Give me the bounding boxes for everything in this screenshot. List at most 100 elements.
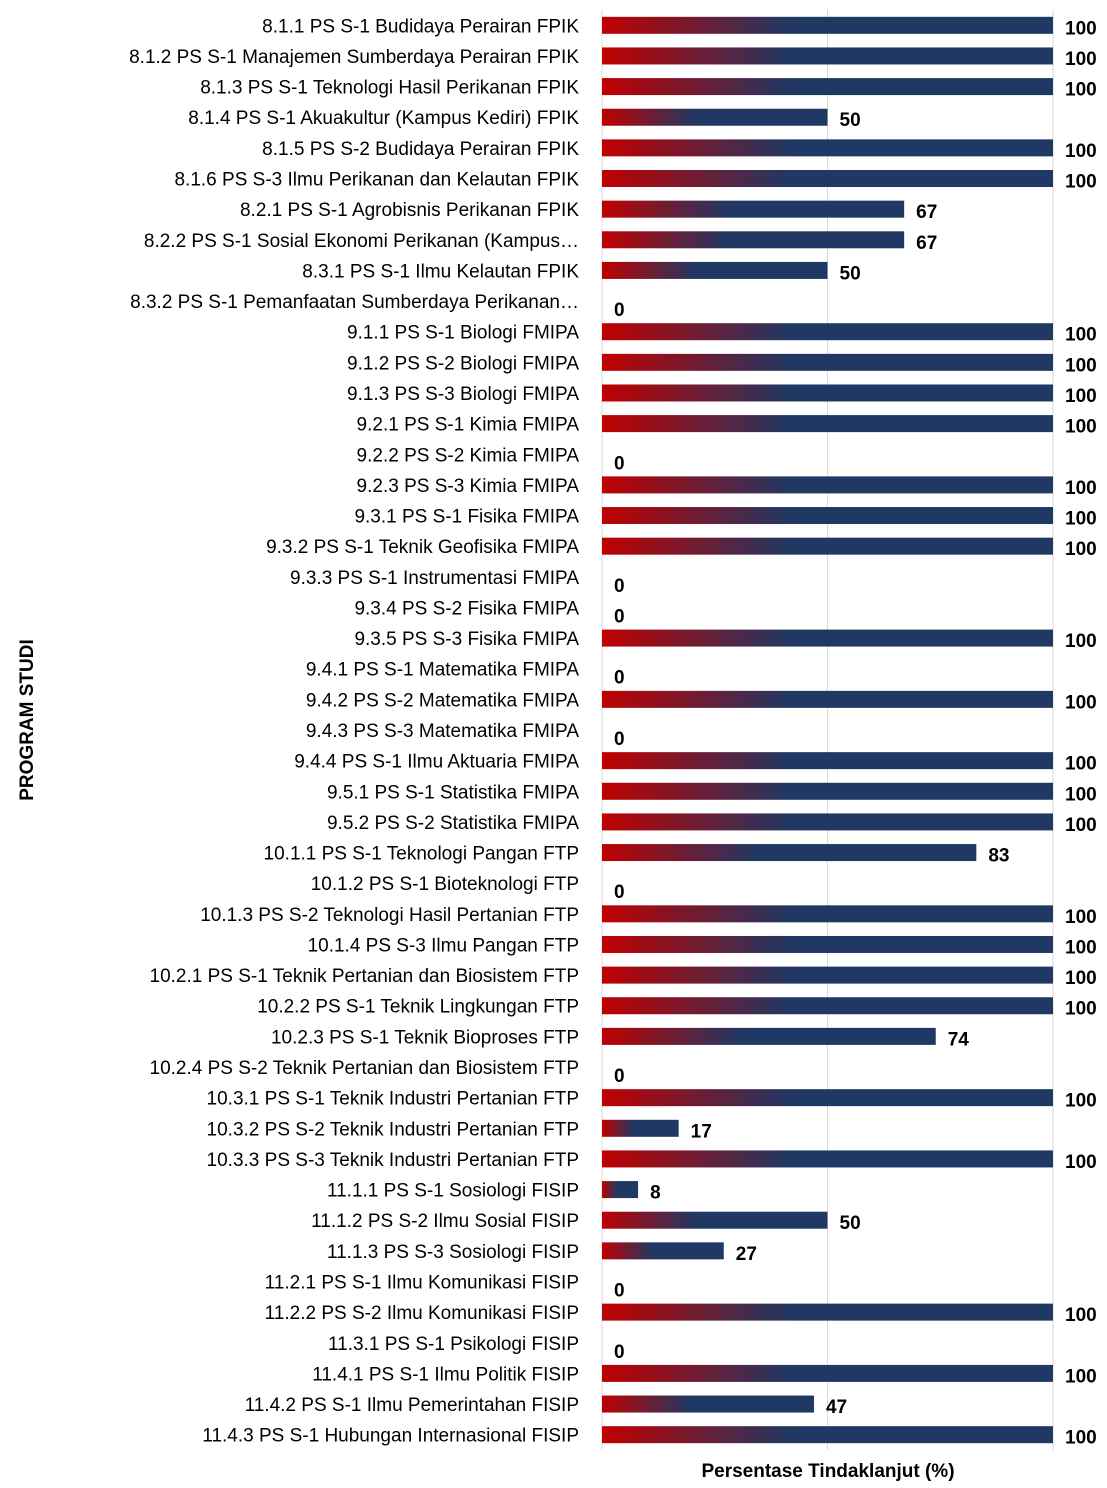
- category-label: 9.3.1 PS S-1 Fisika FMIPA: [354, 507, 579, 528]
- category-label: 9.4.3 PS S-3 Matematika FMIPA: [306, 721, 579, 742]
- category-label: 11.1.1 PS S-1 Sosiologi FISIP: [327, 1181, 579, 1202]
- bar: [602, 1242, 724, 1260]
- data-label: 0: [614, 1342, 625, 1363]
- category-label: 11.4.2 PS S-1 Ilmu Pemerintahan FISIP: [245, 1395, 579, 1416]
- data-label: 0: [614, 1280, 625, 1301]
- category-label: 9.3.5 PS S-3 Fisika FMIPA: [354, 629, 579, 650]
- data-label: 50: [840, 1213, 861, 1234]
- data-label: 47: [826, 1397, 847, 1418]
- data-label: 100: [1065, 141, 1097, 162]
- bar: [602, 1395, 814, 1413]
- data-label: 0: [614, 576, 625, 597]
- category-label: 9.2.1 PS S-1 Kimia FMIPA: [357, 415, 580, 436]
- data-label: 67: [916, 233, 937, 254]
- category-label: 9.3.2 PS S-1 Teknik Geofisika FMIPA: [266, 537, 579, 558]
- data-label: 67: [916, 202, 937, 223]
- data-label: 100: [1065, 325, 1097, 346]
- gridlines: [601, 10, 1054, 1450]
- bar: [602, 782, 1053, 800]
- category-label: 11.3.1 PS S-1 Psikologi FISIP: [328, 1334, 579, 1355]
- data-label: 100: [1065, 80, 1097, 101]
- bar: [602, 170, 1053, 188]
- data-label: 100: [1065, 1091, 1097, 1112]
- bar: [602, 476, 1053, 494]
- category-label: 9.5.1 PS S-1 Statistika FMIPA: [327, 782, 579, 803]
- data-label: 100: [1065, 18, 1097, 39]
- data-label: 74: [948, 1029, 970, 1050]
- category-label: 8.1.3 PS S-1 Teknologi Hasil Perikanan F…: [200, 78, 579, 99]
- category-label: 9.3.3 PS S-1 Instrumentasi FMIPA: [290, 568, 579, 589]
- bar: [602, 1181, 639, 1199]
- category-label: 8.3.2 PS S-1 Pemanfaatan Sumberdaya Peri…: [130, 292, 579, 313]
- data-label: 50: [840, 110, 861, 131]
- data-label: 100: [1065, 692, 1097, 713]
- data-label: 100: [1065, 784, 1097, 805]
- category-label: 8.3.1 PS S-1 Ilmu Kelautan FPIK: [302, 261, 579, 282]
- data-label: 100: [1065, 937, 1097, 958]
- bar: [602, 384, 1053, 402]
- category-label: 10.1.1 PS S-1 Teknologi Pangan FTP: [264, 844, 579, 865]
- data-label: 100: [1065, 1366, 1097, 1387]
- category-label: 8.2.1 PS S-1 Agrobisnis Perikanan FPIK: [240, 200, 579, 221]
- category-label: 9.4.1 PS S-1 Matematika FMIPA: [306, 660, 579, 681]
- category-label: 9.4.2 PS S-2 Matematika FMIPA: [306, 690, 579, 711]
- data-label: 100: [1065, 172, 1097, 193]
- category-label: 10.2.3 PS S-1 Teknik Bioproses FTP: [271, 1027, 579, 1048]
- data-label: 100: [1065, 539, 1097, 560]
- data-label: 100: [1065, 1428, 1097, 1449]
- bar: [602, 629, 1053, 647]
- category-label: 8.1.5 PS S-2 Budidaya Perairan FPIK: [262, 139, 579, 160]
- data-label: 100: [1065, 968, 1097, 989]
- category-label: 9.2.3 PS S-3 Kimia FMIPA: [357, 476, 580, 497]
- bar: [602, 323, 1053, 341]
- data-label: 100: [1065, 49, 1097, 70]
- category-label: 9.3.4 PS S-2 Fisika FMIPA: [354, 598, 579, 619]
- bar: [602, 47, 1053, 65]
- data-label: 8: [650, 1183, 661, 1204]
- bar: [602, 78, 1053, 96]
- category-label: 9.2.2 PS S-2 Kimia FMIPA: [357, 445, 580, 466]
- bar: [602, 1027, 936, 1045]
- bar: [602, 752, 1053, 770]
- data-label: 0: [614, 668, 625, 689]
- data-label: 100: [1065, 386, 1097, 407]
- category-label: 11.4.3 PS S-1 Hubungan Internasional FIS…: [202, 1426, 579, 1447]
- category-label: 11.1.2 PS S-2 Ilmu Sosial FISIP: [311, 1211, 579, 1232]
- data-label: 0: [614, 729, 625, 750]
- bar: [602, 108, 828, 126]
- data-label: 100: [1065, 999, 1097, 1020]
- bar: [602, 813, 1053, 831]
- category-label: 10.3.3 PS S-3 Teknik Industri Pertanian …: [207, 1150, 579, 1171]
- category-labels: 8.1.1 PS S-1 Budidaya Perairan FPIK 8.1.2…: [129, 16, 579, 1446]
- data-label: 0: [614, 882, 625, 903]
- category-label: 10.1.3 PS S-2 Teknologi Hasil Pertanian …: [200, 905, 579, 926]
- category-label: 9.5.2 PS S-2 Statistika FMIPA: [327, 813, 579, 834]
- category-label: 10.3.2 PS S-2 Teknik Industri Pertanian …: [207, 1119, 579, 1140]
- x-axis-title: Persentase Tindaklanjut (%): [701, 1461, 954, 1482]
- data-label: 100: [1065, 355, 1097, 376]
- data-label: 50: [840, 263, 861, 284]
- value-labels: 100 100 100 50 100 100 67 67 50 0 100 100 100 100 0 100…: [614, 18, 1097, 1448]
- bar: [602, 353, 1053, 371]
- data-label: 100: [1065, 478, 1097, 499]
- bar: [602, 690, 1053, 708]
- data-label: 100: [1065, 815, 1097, 836]
- category-label: 8.2.2 PS S-1 Sosial Ekonomi Perikanan (K…: [144, 231, 579, 252]
- category-label: 11.1.3 PS S-3 Sosiologi FISIP: [327, 1242, 579, 1263]
- category-label: 9.4.4 PS S-1 Ilmu Aktuaria FMIPA: [294, 752, 579, 773]
- bar: [602, 507, 1053, 525]
- category-label: 10.2.4 PS S-2 Teknik Pertanian dan Biosi…: [150, 1058, 579, 1079]
- bar: [602, 415, 1053, 433]
- bars: [602, 16, 1053, 1444]
- bar: [602, 997, 1053, 1015]
- bar: [602, 966, 1053, 984]
- bar: [602, 139, 1053, 157]
- bar: [602, 1211, 828, 1229]
- data-label: 0: [614, 1066, 625, 1087]
- bar: [602, 231, 905, 249]
- data-label: 0: [614, 300, 625, 321]
- category-label: 10.3.1 PS S-1 Teknik Industri Pertanian …: [207, 1089, 579, 1110]
- category-label: 8.1.6 PS S-3 Ilmu Perikanan dan Kelautan…: [174, 170, 579, 191]
- bar: [602, 935, 1053, 953]
